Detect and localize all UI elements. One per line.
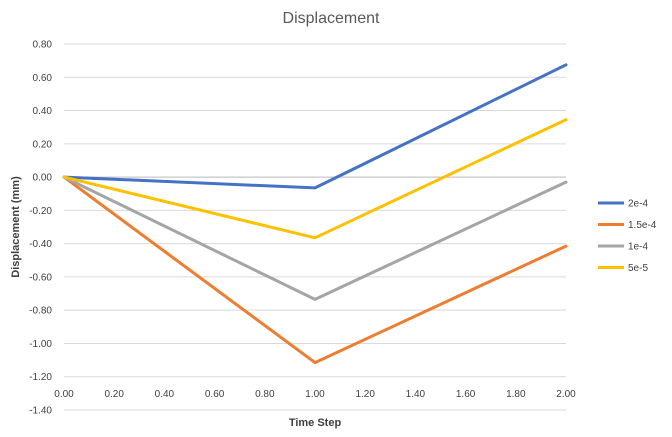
y-tick-label: -0.20 bbox=[29, 206, 52, 217]
y-tick-label: 0.60 bbox=[33, 73, 53, 84]
x-tick-label: 0.40 bbox=[155, 389, 175, 400]
x-tick-label: 1.40 bbox=[406, 389, 426, 400]
series-line bbox=[62, 63, 568, 190]
y-tick-label: 0.00 bbox=[33, 173, 53, 184]
x-axis-title: Time Step bbox=[289, 417, 342, 429]
x-axis-ticks: 0.00 0.20 0.40 0.60 0.80 1.00 1.20 1.40 1.60 1.80… bbox=[54, 389, 576, 400]
series-line bbox=[62, 118, 568, 240]
x-tick-label: 1.00 bbox=[305, 389, 325, 400]
y-tick-label: 0.20 bbox=[33, 139, 53, 150]
x-tick-label: 1.60 bbox=[456, 389, 476, 400]
x-tick-label: 0.00 bbox=[54, 389, 74, 400]
series-line bbox=[62, 175, 568, 365]
y-tick-label: 0.80 bbox=[33, 40, 53, 51]
legend-label: 5e-5 bbox=[628, 263, 648, 274]
x-tick-label: 1.20 bbox=[355, 389, 375, 400]
y-tick-label: -1.40 bbox=[29, 406, 52, 417]
x-tick-label: 2.00 bbox=[556, 389, 576, 400]
y-tick-label: 0.40 bbox=[33, 106, 53, 117]
x-tick-label: 1.80 bbox=[506, 389, 526, 400]
legend-label: 2e-4 bbox=[628, 199, 648, 210]
y-axis-ticks: 0.80 0.60 0.40 0.20 0.00 -0.20 -0.40 -0.60 -0.80… bbox=[29, 40, 52, 417]
y-tick-label: -1.20 bbox=[29, 372, 52, 383]
legend-label: 1.5e-4 bbox=[628, 220, 657, 231]
data-series bbox=[62, 63, 568, 365]
y-tick-label: -0.40 bbox=[29, 239, 52, 250]
y-tick-label: -1.00 bbox=[29, 339, 52, 350]
chart-title: Displacement bbox=[283, 10, 380, 27]
legend: 2e-4 1.5e-4 1e-4 5e-5 bbox=[598, 199, 657, 274]
y-tick-label: -0.60 bbox=[29, 272, 52, 283]
series-line bbox=[62, 175, 568, 301]
legend-label: 1e-4 bbox=[628, 242, 648, 253]
y-tick-label: -0.80 bbox=[29, 306, 52, 317]
x-tick-label: 0.80 bbox=[255, 389, 275, 400]
x-tick-label: 0.20 bbox=[104, 389, 124, 400]
x-tick-label: 0.60 bbox=[205, 389, 225, 400]
y-axis-title: Displacement (mm) bbox=[10, 176, 22, 278]
gridlines bbox=[64, 43, 566, 411]
